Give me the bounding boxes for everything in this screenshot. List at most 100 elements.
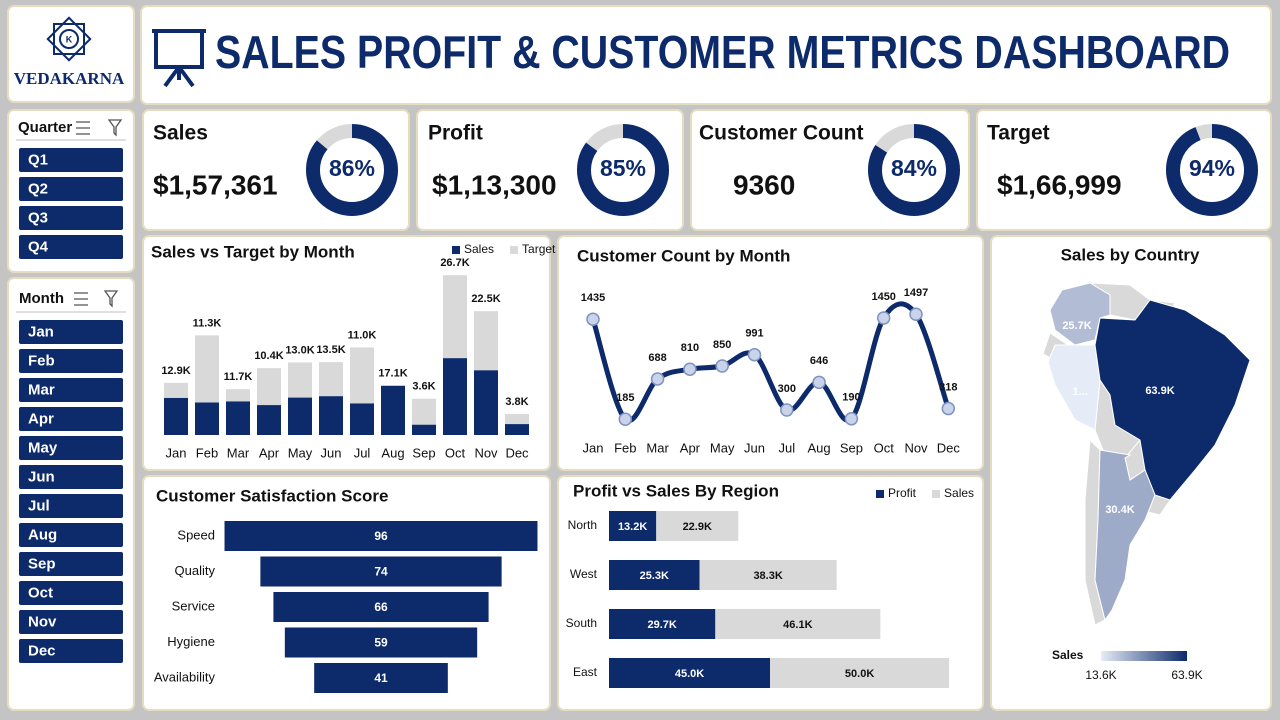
marker xyxy=(780,403,794,417)
slicer-item[interactable] xyxy=(19,436,123,460)
bar-segment xyxy=(412,398,436,425)
data-label: 63.9K xyxy=(1145,385,1174,397)
data-label: 26.7K xyxy=(440,257,469,269)
x-tick-label: Feb xyxy=(196,445,218,460)
slicer-item[interactable] xyxy=(19,177,123,201)
legend-swatch xyxy=(876,490,884,498)
slicer-item[interactable] xyxy=(19,320,123,344)
data-label: 646 xyxy=(810,355,828,367)
x-tick-label: Apr xyxy=(259,445,280,460)
y-tick-label: Quality xyxy=(175,563,216,578)
kpi-value: $1,13,300 xyxy=(432,169,557,200)
slicer-item-label[interactable]: Mar xyxy=(28,381,55,398)
bar xyxy=(260,556,502,587)
slicer-item-label[interactable]: Aug xyxy=(28,526,57,543)
slicer-item-label[interactable]: Nov xyxy=(28,613,57,630)
slicer-item[interactable] xyxy=(19,206,123,230)
slicer-item-label[interactable]: Sep xyxy=(28,555,56,572)
slicer-item-label[interactable]: May xyxy=(28,439,58,456)
x-tick-label: May xyxy=(288,445,313,460)
donut-arc xyxy=(868,124,960,216)
y-tick-label: Speed xyxy=(177,527,215,542)
data-label: 11.7K xyxy=(224,371,253,383)
bar-segment xyxy=(412,424,436,435)
legend-title: Sales xyxy=(1052,648,1084,662)
bar-segment xyxy=(288,362,312,398)
slicer-item[interactable] xyxy=(19,465,123,489)
kpi-panel xyxy=(416,109,684,231)
slicer-item-label[interactable]: Jan xyxy=(28,323,54,340)
data-label: 1497 xyxy=(904,287,928,299)
data-label: 22.9K xyxy=(683,521,712,533)
bar-segment xyxy=(656,511,739,541)
bar-segment xyxy=(609,560,700,590)
data-label: 38.3K xyxy=(753,570,782,582)
x-tick-label: Feb xyxy=(614,440,636,455)
slicer-item[interactable] xyxy=(19,639,123,663)
slicer-item[interactable] xyxy=(19,494,123,518)
bar xyxy=(284,627,478,658)
x-tick-label: Oct xyxy=(445,445,466,460)
bar-segment xyxy=(715,609,881,639)
marker xyxy=(876,311,891,325)
chart-title: Customer Satisfaction Score xyxy=(156,486,388,505)
x-tick-label: Aug xyxy=(381,445,404,460)
slicer-item-label[interactable]: Apr xyxy=(28,410,54,427)
legend-swatch xyxy=(510,246,519,254)
y-tick-label: Hygiene xyxy=(167,634,215,649)
slicer-item-label[interactable]: Oct xyxy=(28,584,53,601)
slicer-item[interactable] xyxy=(19,552,123,576)
bar-segment xyxy=(609,511,657,541)
data-label: 41 xyxy=(374,671,388,685)
x-tick-label: Sep xyxy=(412,445,435,460)
x-tick-label: Oct xyxy=(874,440,895,455)
logo-emblem xyxy=(46,16,92,62)
slicer-item-label[interactable]: Feb xyxy=(28,352,55,369)
slicer-item-label[interactable]: Jun xyxy=(28,468,55,485)
slicer-item[interactable] xyxy=(19,378,123,402)
slicer-item-label[interactable]: Q1 xyxy=(28,151,48,168)
bar-segment xyxy=(474,370,498,435)
data-label: 318 xyxy=(939,381,957,393)
x-tick-label: Jul xyxy=(354,445,371,460)
data-label: 13.5K xyxy=(316,344,345,356)
x-tick-label: Jan xyxy=(583,440,604,455)
slicer-item-label[interactable]: Dec xyxy=(28,642,56,659)
chart-panel xyxy=(557,235,984,471)
bar-segment xyxy=(350,347,374,404)
slicer-item[interactable] xyxy=(19,407,123,431)
chart-title: Sales by Country xyxy=(1061,245,1200,264)
slicer-item[interactable] xyxy=(19,581,123,605)
slicer-item-label[interactable]: Q4 xyxy=(28,238,49,255)
data-label: 25.7K xyxy=(1062,320,1091,332)
bar-segment xyxy=(474,311,498,371)
y-tick-label: East xyxy=(573,665,598,679)
bar-segment xyxy=(699,560,837,590)
bar-segment xyxy=(195,402,219,435)
slicer-item-label[interactable]: Q3 xyxy=(28,209,48,226)
slicer-item[interactable] xyxy=(19,523,123,547)
y-tick-label: West xyxy=(570,567,598,581)
line xyxy=(590,301,951,424)
slicer-item-label[interactable]: Q2 xyxy=(28,180,48,197)
data-label: 3.8K xyxy=(505,396,528,408)
data-label: 29.7K xyxy=(647,619,676,631)
bar-segment xyxy=(505,413,529,425)
slicer-item[interactable] xyxy=(19,148,123,172)
kpi-label: Sales xyxy=(153,122,208,145)
data-label: 300 xyxy=(778,383,796,395)
slicer-item[interactable] xyxy=(19,235,123,259)
data-label: 11.0K xyxy=(348,329,377,341)
x-tick-label: Mar xyxy=(646,440,669,455)
slicer-item[interactable] xyxy=(19,610,123,634)
bar-segment xyxy=(770,658,950,688)
data-label: 13.2K xyxy=(618,521,647,533)
slicer-item-label[interactable]: Jul xyxy=(28,497,50,514)
slicer-item[interactable] xyxy=(19,349,123,373)
slicer-icons xyxy=(16,119,126,313)
kpi-label: Customer Count xyxy=(699,122,864,145)
y-tick-label: North xyxy=(568,518,597,532)
x-tick-label: May xyxy=(710,440,735,455)
data-label: 850 xyxy=(713,339,731,351)
